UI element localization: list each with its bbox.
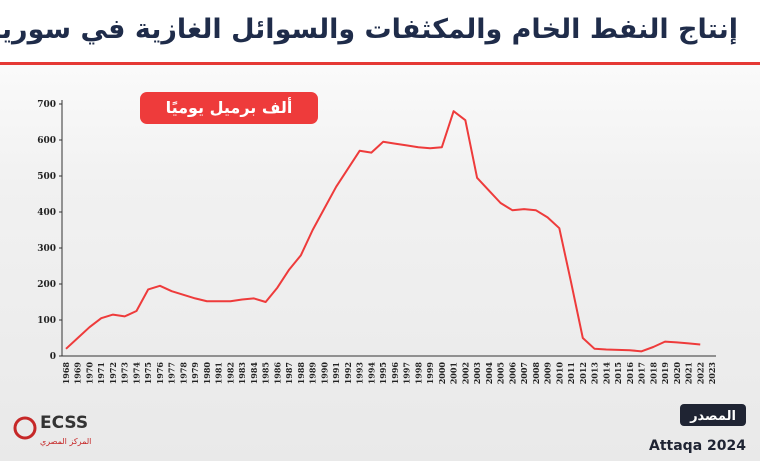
x-tick-label: 2011 — [566, 362, 576, 384]
x-tick-label: 1997 — [402, 362, 412, 384]
x-tick-label: 1968 — [61, 362, 71, 385]
logo-subtitle: المركز المصري — [40, 437, 91, 446]
chart-title: إنتاج النفط الخام والمكثفات والسوائل الغ… — [0, 14, 738, 45]
x-tick-label: 2001 — [449, 362, 459, 384]
x-tick-label: 1979 — [190, 362, 200, 385]
y-tick-label: 400 — [37, 208, 56, 218]
unit-badge — [140, 92, 318, 124]
x-tick-label: 2023 — [707, 362, 717, 385]
y-tick-label: 300 — [37, 244, 56, 254]
logo: ECSS — [40, 413, 88, 433]
y-tick-label: 200 — [37, 280, 56, 290]
x-tick-label: 2021 — [684, 362, 694, 384]
x-tick-label: 2000 — [437, 362, 447, 385]
source: Attaqa 2024 — [649, 438, 746, 454]
header-bg — [0, 0, 760, 62]
y-tick-label: 700 — [37, 100, 56, 110]
x-tick-label: 1984 — [249, 362, 259, 385]
x-tick-label: 1995 — [378, 362, 388, 384]
x-tick-label: 1973 — [120, 362, 130, 385]
y-tick-label: 600 — [37, 136, 56, 146]
x-tick-label: 2009 — [543, 362, 553, 385]
x-tick-label: 2022 — [695, 362, 705, 384]
series-line — [65, 110, 701, 353]
logo-icon — [13, 416, 37, 440]
x-tick-label: 2007 — [519, 362, 529, 384]
x-tick-label: 1978 — [178, 362, 188, 385]
source-label: المصدر — [689, 409, 736, 424]
x-tick-label: 1987 — [284, 362, 294, 384]
x-tick-label: 1972 — [108, 362, 118, 384]
x-tick-label: 2017 — [637, 362, 647, 384]
y-tick-label: 0 — [50, 352, 56, 362]
x-tick-label: 2018 — [648, 362, 658, 385]
x-tick-label: 1975 — [143, 362, 153, 384]
x-tick-label: 2020 — [672, 362, 682, 385]
x-tick-label: 1990 — [319, 362, 329, 385]
x-tick-label: 2006 — [507, 362, 517, 385]
x-tick-label: 1974 — [131, 362, 141, 385]
x-tick-label: 2002 — [460, 362, 470, 384]
y-tick-label: 500 — [37, 172, 56, 182]
x-tick-label: 1977 — [167, 362, 177, 384]
x-tick-label: 1980 — [202, 362, 212, 385]
x-tick-label: 1994 — [366, 362, 376, 385]
x-tick-label: 1988 — [296, 362, 306, 385]
x-tick-label: 1970 — [84, 362, 94, 385]
x-tick-label: 2003 — [472, 362, 482, 385]
x-tick-label: 2005 — [496, 362, 506, 384]
x-tick-label: 2012 — [578, 362, 588, 384]
header-rule — [0, 62, 760, 65]
x-tick-label: 1993 — [355, 362, 365, 385]
x-tick-label: 1999 — [425, 362, 435, 385]
x-tick-label: 2014 — [601, 362, 611, 385]
x-tick-label: 1985 — [261, 362, 271, 384]
x-tick-label: 1998 — [413, 362, 423, 385]
x-tick-label: 1996 — [390, 362, 400, 385]
x-tick-label: 2015 — [613, 362, 623, 384]
x-tick-label: 2010 — [554, 362, 564, 385]
x-tick-label: 2019 — [660, 362, 670, 385]
x-tick-label: 1992 — [343, 362, 353, 384]
x-tick-label: 1981 — [214, 362, 224, 384]
x-tick-label: 1971 — [96, 362, 106, 384]
x-tick-label: 1991 — [331, 362, 341, 384]
x-tick-label: 2008 — [531, 362, 541, 385]
x-tick-label: 1983 — [237, 362, 247, 385]
source-badge — [680, 404, 746, 426]
x-tick-label: 2013 — [590, 362, 600, 385]
unit-label: ألف برميل يوميًا — [166, 97, 293, 117]
x-tick-label: 1982 — [225, 362, 235, 384]
y-tick-label: 100 — [37, 316, 56, 326]
x-tick-label: 1976 — [155, 362, 165, 385]
x-tick-label: 2004 — [484, 362, 494, 385]
x-tick-label: 1986 — [272, 362, 282, 385]
x-tick-label: 1969 — [73, 362, 83, 385]
x-tick-label: 1989 — [308, 362, 318, 385]
x-tick-label: 2016 — [625, 362, 635, 385]
